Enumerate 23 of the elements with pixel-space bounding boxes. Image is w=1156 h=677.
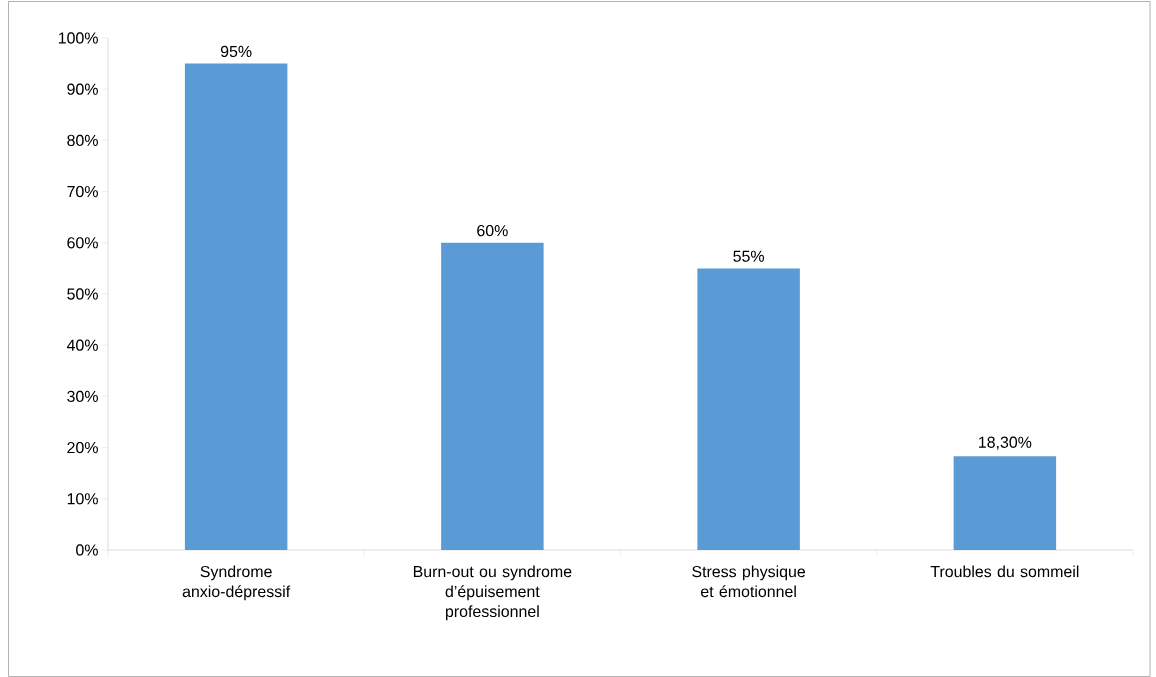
bar xyxy=(953,456,1057,550)
bar xyxy=(184,63,288,550)
x-tick-label: Stress physique et émotionnel xyxy=(692,565,806,598)
y-tick-label: 40% xyxy=(66,339,98,351)
y-tick-label: 0% xyxy=(76,544,98,556)
data-label: 18,30% xyxy=(979,436,1032,450)
y-tick-label: 20% xyxy=(67,441,98,454)
bar xyxy=(441,242,544,550)
data-label: 60% xyxy=(477,224,508,237)
y-tick-label: 50% xyxy=(67,288,98,300)
y-tick-label: 90% xyxy=(67,83,98,95)
y-tick-label: 70% xyxy=(67,185,98,198)
y-tick-label: 80% xyxy=(67,134,98,147)
data-label: 95% xyxy=(220,45,252,58)
data-label: 55% xyxy=(733,250,764,262)
x-tick-label: Burn-out ou syndrome d’épuisement professionnel xyxy=(413,565,572,621)
x-tick-label: Troubles du sommeil xyxy=(930,565,1079,578)
y-tick-label: 60% xyxy=(67,237,98,249)
y-tick-label: 100% xyxy=(58,32,98,44)
y-tick-label: 10% xyxy=(67,493,98,505)
x-tick-label: Syndrome anxio-dépressif xyxy=(182,565,291,601)
y-tick-label: 30% xyxy=(67,390,98,403)
bar xyxy=(697,268,800,550)
